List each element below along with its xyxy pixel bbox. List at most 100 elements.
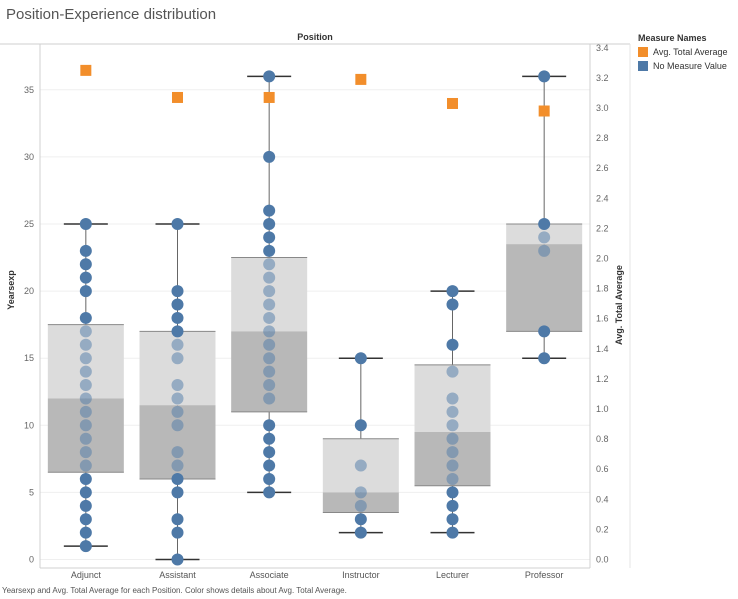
y2-tick-label: 2.8	[596, 133, 609, 143]
data-point-yearsexp	[263, 472, 276, 485]
y2-tick-label: 1.6	[596, 314, 609, 324]
data-point-yearsexp	[446, 405, 459, 418]
data-point-yearsexp	[354, 526, 367, 539]
legend-title: Measure Names	[638, 33, 707, 43]
data-point-yearsexp	[171, 486, 184, 499]
data-point-yearsexp	[263, 70, 276, 83]
data-point-yearsexp	[171, 338, 184, 351]
y2-tick-label: 2.0	[596, 254, 609, 264]
y2-tick-label: 0.6	[596, 464, 609, 474]
legend-swatch-orange-square	[638, 47, 648, 57]
y2-tick-label: 0.8	[596, 434, 609, 444]
data-point-yearsexp	[171, 513, 184, 526]
legend-item-avg-total-average[interactable]: Avg. Total Average	[638, 47, 728, 57]
y-tick-label: 30	[24, 152, 34, 162]
data-point-yearsexp	[263, 446, 276, 459]
data-point-yearsexp	[79, 432, 92, 445]
data-point-yearsexp	[446, 392, 459, 405]
y2-tick-label: 0.2	[596, 524, 609, 534]
data-point-yearsexp	[171, 298, 184, 311]
y-tick-label: 25	[24, 219, 34, 229]
x-tick-label: Associate	[250, 570, 289, 580]
data-point-yearsexp	[79, 446, 92, 459]
data-point-yearsexp	[446, 486, 459, 499]
data-point-yearsexp	[263, 379, 276, 392]
y-tick-label: 0	[29, 555, 34, 565]
data-point-avg-total-average	[447, 97, 458, 109]
data-point-yearsexp	[79, 258, 92, 271]
data-point-yearsexp	[446, 298, 459, 311]
data-point-yearsexp	[79, 486, 92, 499]
data-point-avg-total-average	[355, 73, 367, 85]
data-point-yearsexp	[79, 244, 92, 257]
y2-tick-label: 1.0	[596, 404, 609, 414]
data-point-yearsexp	[446, 419, 459, 432]
data-point-yearsexp	[446, 338, 459, 351]
data-point-avg-total-average	[263, 91, 275, 103]
y-axis-label: Yearsexp	[6, 270, 16, 310]
y-tick-label: 20	[24, 286, 34, 296]
data-point-yearsexp	[171, 392, 184, 405]
y2-axis-label: Avg. Total Average	[614, 265, 624, 345]
y-tick-label: 35	[24, 85, 34, 95]
y2-tick-label: 1.8	[596, 284, 609, 294]
data-point-yearsexp	[354, 513, 367, 526]
legend-item-no-measure-value[interactable]: No Measure Value	[638, 61, 728, 71]
data-point-avg-total-average	[538, 105, 550, 117]
data-point-yearsexp	[446, 459, 459, 472]
data-point-yearsexp	[171, 472, 184, 485]
data-point-yearsexp	[538, 325, 551, 338]
data-point-yearsexp	[263, 258, 276, 271]
data-point-yearsexp	[263, 338, 276, 351]
data-point-yearsexp	[263, 298, 276, 311]
data-point-yearsexp	[79, 405, 92, 418]
data-point-yearsexp	[171, 352, 184, 365]
data-point-yearsexp	[79, 526, 92, 539]
data-point-yearsexp	[79, 472, 92, 485]
data-point-yearsexp	[263, 352, 276, 365]
data-point-yearsexp	[263, 311, 276, 324]
data-point-yearsexp	[538, 244, 551, 257]
data-point-yearsexp	[79, 352, 92, 365]
data-point-yearsexp	[79, 379, 92, 392]
data-point-yearsexp	[79, 365, 92, 378]
data-point-yearsexp	[79, 325, 92, 338]
data-point-yearsexp	[171, 379, 184, 392]
chart-title: Position-Experience distribution	[6, 6, 217, 23]
column-header: Position	[297, 32, 333, 42]
y2-tick-label: 1.4	[596, 344, 609, 354]
data-point-yearsexp	[79, 459, 92, 472]
y2-tick-label: 3.0	[596, 103, 609, 113]
x-tick-label: Professor	[525, 570, 564, 580]
data-point-yearsexp	[354, 352, 367, 365]
data-point-avg-total-average	[80, 64, 92, 76]
y2-tick-label: 0.4	[596, 494, 609, 504]
y-tick-label: 15	[24, 353, 34, 363]
data-point-yearsexp	[171, 553, 184, 566]
data-point-yearsexp	[171, 311, 184, 324]
data-point-yearsexp	[354, 486, 367, 499]
legend-label: No Measure Value	[653, 61, 727, 71]
data-point-yearsexp	[263, 365, 276, 378]
legend: Measure Names Avg. Total Average No Meas…	[638, 33, 728, 75]
data-point-yearsexp	[79, 218, 92, 230]
data-point-yearsexp	[171, 285, 184, 298]
data-point-yearsexp	[446, 526, 459, 539]
data-point-yearsexp	[263, 392, 276, 405]
data-point-yearsexp	[538, 70, 551, 83]
data-point-yearsexp	[538, 218, 551, 230]
y2-tick-label: 3.2	[596, 73, 609, 83]
data-point-yearsexp	[263, 231, 276, 244]
y2-tick-label: 2.2	[596, 223, 609, 233]
data-point-yearsexp	[538, 352, 551, 365]
data-point-yearsexp	[263, 432, 276, 445]
x-tick-label: Lecturer	[436, 570, 469, 580]
data-point-avg-total-average	[172, 91, 183, 103]
data-point-yearsexp	[263, 244, 276, 257]
data-point-yearsexp	[79, 540, 92, 553]
y2-tick-label: 1.2	[596, 374, 609, 384]
data-point-yearsexp	[263, 419, 276, 432]
x-tick-label: Instructor	[342, 570, 380, 580]
data-point-yearsexp	[79, 271, 92, 284]
data-point-yearsexp	[446, 432, 459, 445]
